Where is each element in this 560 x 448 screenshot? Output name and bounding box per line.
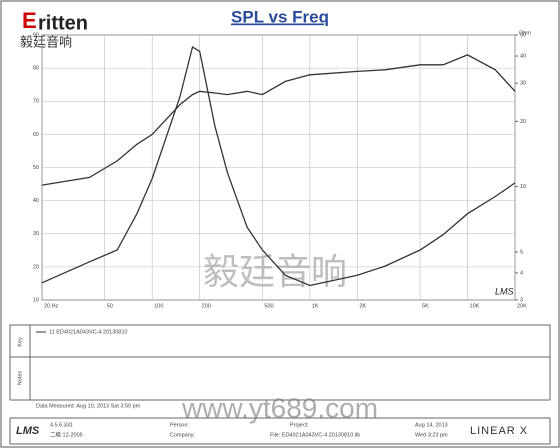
- footer-file: File: ED4021A043VC-4 20130810.lib: [270, 432, 360, 438]
- footer-project: Project:: [290, 422, 309, 428]
- footer-company: Company:: [170, 432, 196, 438]
- footer-person: Person:: [170, 422, 189, 428]
- y2-axis-label: Ohm: [519, 30, 531, 36]
- legend-label: 11 ED4021A043VC-4 20130810: [49, 329, 128, 335]
- y-tick-label: 60: [33, 132, 39, 138]
- logo-initial: E: [22, 8, 37, 33]
- y2-tick-label: 4: [520, 270, 523, 276]
- y-tick-label: 40: [33, 198, 39, 204]
- footer-date: Aug 14, 2013: [415, 422, 448, 428]
- y2-tick-label: 3: [520, 297, 523, 303]
- y-tick-label: 10: [33, 297, 39, 303]
- notes-label: Notes: [17, 371, 23, 386]
- footer-border: [9, 417, 551, 445]
- watermark-lms: LMS: [495, 286, 514, 296]
- series-line: [41, 45, 516, 287]
- logo: ritten: [38, 12, 88, 34]
- x-tick-label: 5K: [422, 303, 429, 309]
- panel-border: [9, 324, 551, 401]
- x-tick-label: 20 Hz: [44, 303, 59, 309]
- watermark-url: www.yt689.com: [181, 392, 378, 423]
- y2-tick-label: 30: [520, 81, 526, 87]
- y-tick-label: 90: [33, 32, 39, 38]
- y-tick-label: 80: [33, 66, 39, 72]
- y2-tick-label: 10: [520, 184, 526, 190]
- measured-date: Data Measured: Aug 10, 2013 Sat 3:50 pm: [36, 403, 141, 409]
- series-line: [41, 54, 516, 186]
- footer-maker: LINEAR X: [470, 425, 528, 437]
- y-tick-label: 20: [33, 264, 39, 270]
- logo-cn: 毅廷音响: [20, 34, 72, 49]
- x-tick-label: 200: [202, 303, 211, 309]
- y2-tick-label: 50: [520, 32, 526, 38]
- y-tick-label: 70: [33, 99, 39, 105]
- footer-time: Wed 3:23 pm: [415, 432, 448, 438]
- x-tick-label: 1K: [312, 303, 319, 309]
- y-tick-label: 50: [33, 165, 39, 171]
- watermark-cn: 毅廷音响: [203, 252, 347, 293]
- y2-tick-label: 20: [520, 119, 526, 125]
- footer-version: 4.5.6.331: [50, 422, 73, 428]
- key-label: Key: [17, 337, 23, 347]
- y2-tick-label: 5: [520, 249, 523, 255]
- x-tick-label: 2K: [359, 303, 366, 309]
- y2-tick-label: 40: [520, 53, 526, 59]
- x-tick-label: 10K: [470, 303, 480, 309]
- x-tick-label: 100: [154, 303, 163, 309]
- chart-title: SPL vs Freq: [231, 7, 329, 26]
- footer-brand: LMS: [16, 425, 40, 437]
- x-tick-label: 500: [264, 303, 273, 309]
- x-tick-label: 20K: [517, 303, 527, 309]
- footer-serial: 二級 12-2005: [50, 430, 83, 438]
- y-tick-label: 30: [33, 231, 39, 237]
- x-tick-label: 50: [107, 303, 113, 309]
